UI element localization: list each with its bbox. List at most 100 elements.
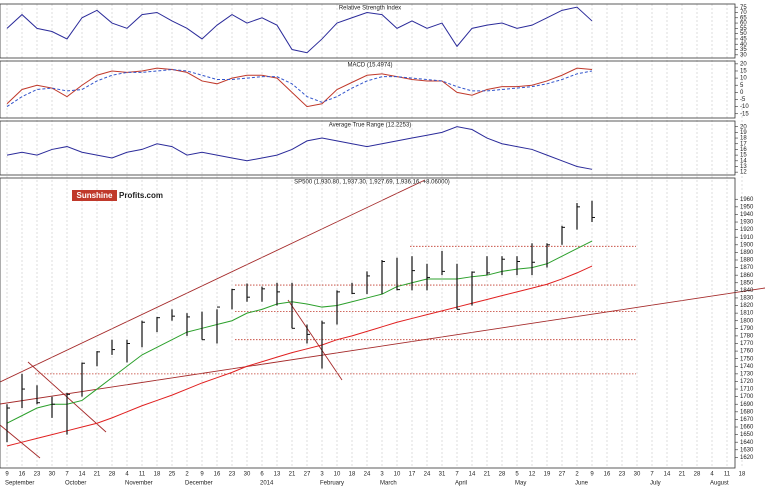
x-tick-label: 30 xyxy=(49,472,56,478)
x-tick-label: 3 xyxy=(320,472,324,478)
x-month-label: June xyxy=(575,481,589,487)
x-tick-label: 21 xyxy=(289,472,296,478)
x-tick-label: 24 xyxy=(364,472,371,478)
x-tick-label: 7 xyxy=(455,472,459,478)
x-tick-label: 9 xyxy=(590,472,594,478)
y-tick-label: 1940 xyxy=(740,212,754,218)
panel-title: MACD (15.4974) xyxy=(347,63,392,69)
y-tick-label: 55 xyxy=(740,26,747,32)
trend-line xyxy=(0,179,426,383)
y-tick-label: 1700 xyxy=(740,394,754,400)
y-tick-label: 1810 xyxy=(740,311,754,317)
x-month-label: July xyxy=(650,481,661,487)
x-tick-label: 4 xyxy=(710,472,714,478)
y-tick-label: 20 xyxy=(740,61,747,67)
x-tick-label: 9 xyxy=(5,472,9,478)
x-tick-label: 11 xyxy=(139,472,146,478)
x-tick-label: 23 xyxy=(34,472,41,478)
panel-frame xyxy=(0,60,736,119)
y-tick-label: 1870 xyxy=(740,265,754,271)
x-tick-label: 28 xyxy=(499,472,506,478)
logo-text: Sunshine xyxy=(76,191,113,200)
y-tick-label: 1820 xyxy=(740,303,754,309)
x-tick-label: 16 xyxy=(604,472,611,478)
y-tick-label: 75 xyxy=(740,5,747,11)
x-tick-label: 12 xyxy=(529,472,536,478)
y-tick-label: 1650 xyxy=(740,432,754,438)
x-tick-label: 21 xyxy=(94,472,101,478)
logo-text: Profits.com xyxy=(119,191,163,200)
y-tick-label: 1860 xyxy=(740,273,754,279)
y-tick-label: 16 xyxy=(740,147,747,153)
x-tick-label: 28 xyxy=(109,472,116,478)
series-line xyxy=(6,240,593,424)
x-tick-label: 18 xyxy=(154,472,161,478)
x-tick-label: 25 xyxy=(169,472,176,478)
series-line xyxy=(6,67,593,108)
y-tick-label: 1720 xyxy=(740,379,754,385)
x-month-label: May xyxy=(515,481,526,487)
x-tick-label: 4 xyxy=(125,472,129,478)
y-tick-label: -5 xyxy=(740,97,746,103)
x-tick-label: 23 xyxy=(619,472,626,478)
y-tick-label: 1840 xyxy=(740,288,754,294)
x-tick-label: 21 xyxy=(679,472,686,478)
x-month-label: September xyxy=(5,481,34,487)
x-tick-label: 6 xyxy=(260,472,264,478)
y-tick-label: 65 xyxy=(740,15,747,21)
y-tick-label: 50 xyxy=(740,31,747,37)
x-tick-label: 17 xyxy=(409,472,416,478)
y-tick-label: -10 xyxy=(740,104,749,110)
y-tick-label: 1620 xyxy=(740,455,754,461)
x-month-label: October xyxy=(65,481,86,487)
panel-title: Average True Range (12.2253) xyxy=(329,123,412,129)
y-tick-label: 60 xyxy=(740,21,747,27)
y-tick-label: 1730 xyxy=(740,371,754,377)
x-tick-label: 7 xyxy=(65,472,69,478)
y-tick-label: 0 xyxy=(740,90,744,96)
y-tick-label: 1830 xyxy=(740,296,754,302)
y-tick-label: 1960 xyxy=(740,197,754,203)
y-tick-label: 35 xyxy=(740,47,747,53)
x-tick-label: 7 xyxy=(650,472,654,478)
panel-title: Relative Strength Index xyxy=(339,6,401,12)
y-tick-label: 1850 xyxy=(740,280,754,286)
x-month-label: November xyxy=(125,481,153,487)
y-tick-label: 20 xyxy=(740,124,747,130)
y-tick-label: 15 xyxy=(740,69,747,75)
x-tick-label: 2 xyxy=(575,472,579,478)
y-tick-label: 1760 xyxy=(740,349,754,355)
y-tick-label: 1630 xyxy=(740,447,754,453)
x-tick-label: 27 xyxy=(559,472,566,478)
panel-title: SP500 (1,930.80, 1,937.30, 1,927.69, 1,9… xyxy=(294,180,450,186)
y-tick-label: 15 xyxy=(740,153,747,159)
x-month-label: March xyxy=(380,481,397,487)
panel-frame xyxy=(0,120,736,176)
y-tick-label: 1920 xyxy=(740,227,754,233)
logo-box xyxy=(72,190,117,201)
y-tick-label: 1670 xyxy=(740,417,754,423)
y-tick-label: 1740 xyxy=(740,364,754,370)
x-month-label: February xyxy=(320,481,344,487)
x-tick-label: 31 xyxy=(439,472,446,478)
plot-layer xyxy=(6,4,743,468)
y-tick-label: 1680 xyxy=(740,409,754,415)
series-line xyxy=(6,265,593,447)
x-tick-label: 14 xyxy=(664,472,671,478)
x-tick-label: 11 xyxy=(724,472,731,478)
x-tick-label: 14 xyxy=(79,472,86,478)
y-tick-label: 1930 xyxy=(740,220,754,226)
y-tick-label: 10 xyxy=(740,76,747,82)
x-tick-label: 19 xyxy=(544,472,551,478)
y-tick-label: 1750 xyxy=(740,356,754,362)
x-tick-label: 16 xyxy=(19,472,26,478)
y-tick-label: 1640 xyxy=(740,440,754,446)
y-tick-label: 45 xyxy=(740,37,747,43)
x-month-label: August xyxy=(710,481,729,487)
series-line xyxy=(6,6,593,54)
y-tick-label: 1910 xyxy=(740,235,754,241)
x-month-label: 2014 xyxy=(260,481,274,487)
y-tick-label: 13 xyxy=(740,164,747,170)
